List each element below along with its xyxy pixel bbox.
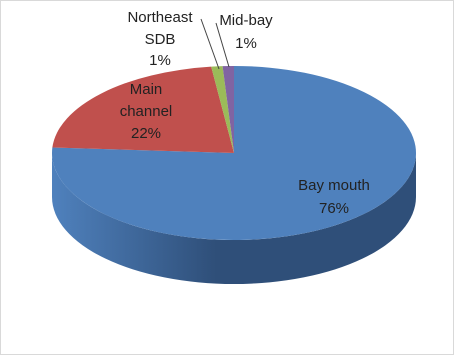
label-northeast-sdb-value: 1%: [149, 52, 171, 69]
pie-slice-main-channel: [52, 66, 235, 153]
leader-lines: [200, 18, 230, 70]
pie-slice-northeast-sdb: [211, 66, 234, 153]
label-main-channel-line2: channel: [120, 103, 173, 120]
pie-slice-bay-mouth: [52, 66, 417, 240]
label-main-channel-value: 22%: [131, 125, 161, 142]
label-northeast-sdb-line1: Northeast: [127, 9, 193, 26]
label-northeast-sdb-line2: SDB: [145, 31, 176, 48]
label-mid-bay-name: Mid-bay: [219, 12, 273, 29]
pie-tops: [52, 66, 417, 240]
pie-side-bay-mouth: [52, 153, 416, 284]
label-mid-bay-value: 1%: [235, 35, 257, 52]
label-bay-mouth-value: 76%: [319, 200, 349, 217]
label-bay-mouth-name: Bay mouth: [298, 177, 370, 194]
leader-line-northeast-sdb: [200, 18, 220, 70]
leader-line-mid-bay: [215, 22, 230, 68]
pie-slice-mid-bay: [222, 66, 234, 153]
label-main-channel-line1: Main: [130, 81, 163, 98]
pie-sides: [52, 153, 416, 284]
